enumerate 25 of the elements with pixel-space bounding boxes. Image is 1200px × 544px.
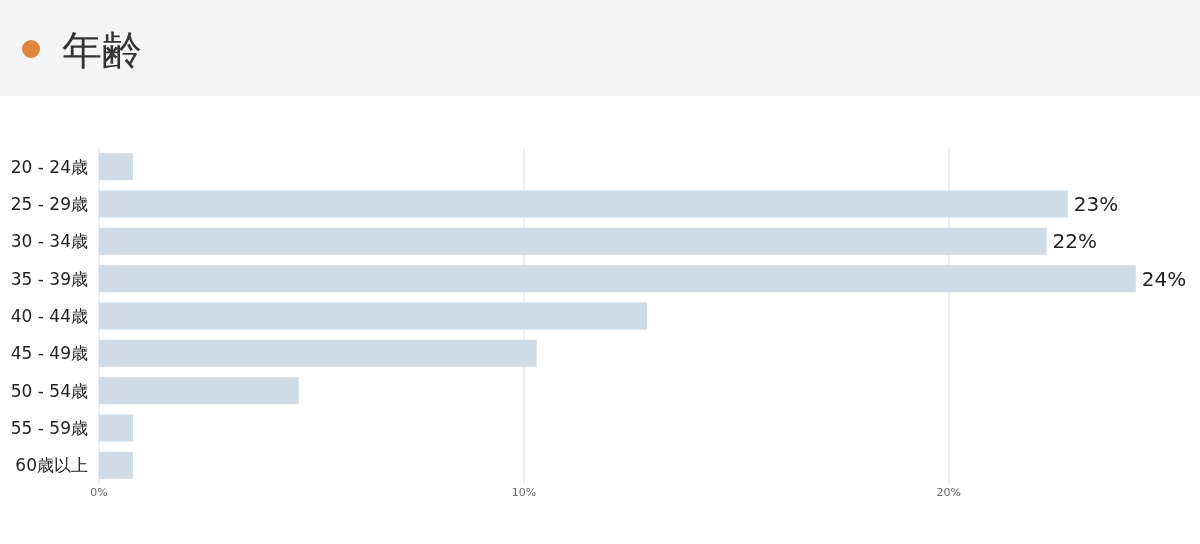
- y-tick-label: 45 - 49歳: [10, 343, 88, 364]
- y-tick-label: 60歳以上: [15, 455, 88, 476]
- y-tick-label: 30 - 34歳: [10, 231, 88, 252]
- bar: [99, 302, 648, 330]
- bar: [99, 227, 1047, 255]
- bar: [99, 190, 1068, 218]
- x-tick-label: 10%: [511, 486, 537, 499]
- data-label: 22%: [1052, 229, 1097, 254]
- bar: [99, 414, 133, 442]
- bar: [99, 377, 299, 405]
- data-label: 23%: [1073, 192, 1119, 216]
- x-tick-label: 0%: [90, 486, 108, 499]
- y-tick-label: 25 - 29歳: [10, 194, 88, 214]
- y-tick-label: 40 - 44歳: [10, 306, 88, 326]
- bar: [99, 153, 133, 181]
- chart-title: 年齢: [62, 27, 142, 73]
- y-tick-label: 50 - 54歳: [10, 380, 88, 401]
- bar: [99, 339, 537, 367]
- bar: [99, 265, 1136, 293]
- y-tick-label: 20 - 24歳: [10, 156, 88, 177]
- y-tick-label: 35 - 39歳: [10, 268, 88, 289]
- y-tick-label: 55 - 59歳: [10, 418, 88, 438]
- x-tick-label: 20%: [936, 486, 962, 499]
- bar: [99, 451, 133, 479]
- data-label: 24%: [1141, 266, 1187, 291]
